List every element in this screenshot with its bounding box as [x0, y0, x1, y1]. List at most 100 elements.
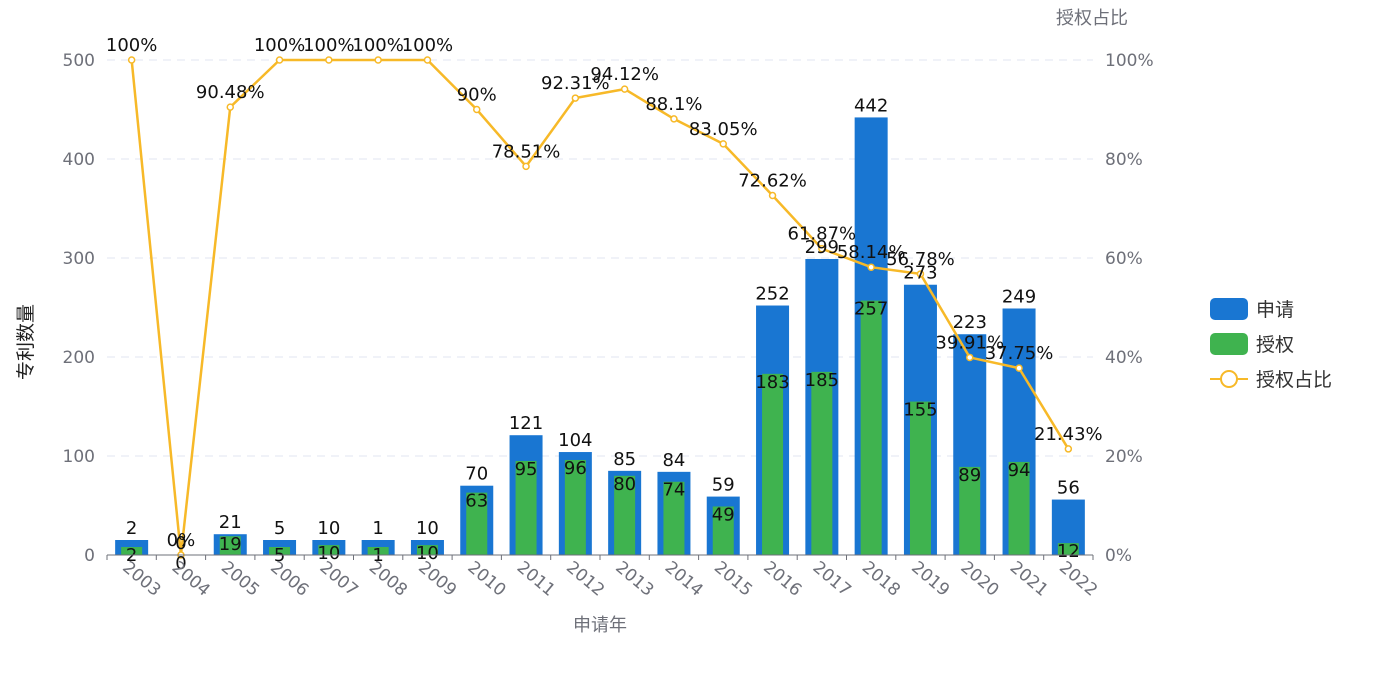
label-ratio: 0%: [167, 530, 196, 551]
label-ratio: 100%: [106, 35, 157, 56]
bar-grant: [515, 460, 537, 555]
y-tick-label: 500: [63, 51, 95, 71]
bar-grant: [1008, 461, 1030, 555]
label-ratio: 100%: [254, 35, 305, 56]
label-grant: 10: [416, 543, 439, 564]
label-apply: 10: [317, 518, 340, 539]
x-tick-label: 2017: [809, 558, 855, 601]
x-tick-label: 2013: [611, 558, 657, 601]
label-apply: 84: [662, 450, 685, 471]
label-apply: 21: [219, 512, 242, 533]
ratio-point: [571, 94, 580, 102]
y2-tick-label: 0%: [1105, 546, 1132, 566]
ratio-point: [1064, 445, 1073, 453]
label-ratio: 100%: [352, 35, 403, 56]
y2-axis-title: 授权占比: [1056, 8, 1128, 29]
x-tick-label: 2022: [1055, 558, 1101, 601]
label-ratio: 21.43%: [1034, 424, 1103, 445]
label-ratio: 94.12%: [590, 64, 659, 85]
label-grant: 96: [564, 458, 587, 479]
ratio-point: [374, 56, 382, 64]
ratio-point: [916, 270, 925, 278]
label-ratio: 100%: [402, 35, 453, 56]
ratio-point: [966, 353, 974, 362]
label-grant: 49: [712, 504, 735, 525]
legend-swatch-grant: [1210, 333, 1248, 355]
ratio-point: [768, 191, 777, 200]
label-grant: 12: [1057, 541, 1080, 562]
label-grant: 89: [958, 465, 981, 486]
x-tick-label: 2021: [1006, 558, 1052, 601]
legend-marker-ratio: [1220, 370, 1238, 388]
y-tick-label: 0: [84, 546, 95, 566]
legend-item-apply[interactable]: 申请: [1210, 298, 1294, 321]
bar-grant: [416, 545, 438, 555]
ratio-point: [1015, 364, 1023, 372]
bar-layer: [115, 117, 1085, 556]
y-tick-label: 300: [63, 249, 95, 269]
x-tick-label: 2020: [957, 558, 1003, 601]
label-apply: 70: [465, 464, 488, 485]
x-tick-label: 2004: [168, 558, 214, 601]
bar-grant: [564, 459, 586, 555]
label-apply: 104: [558, 430, 592, 451]
label-layer: 2 0 21 5 10 1 10 70 121 104 85 84 59 252 299 442 273 223 2…: [106, 35, 1103, 574]
label-ratio: 83.05%: [689, 119, 758, 140]
label-ratio: 61.87%: [788, 224, 857, 245]
y-tick-label: 200: [63, 348, 95, 368]
line-layer: [127, 56, 1073, 559]
ratio-line: [130, 58, 1070, 556]
label-apply: 273: [903, 263, 937, 284]
label-ratio: 100%: [303, 35, 354, 56]
bar-grant: [909, 401, 931, 555]
label-apply: 249: [1002, 286, 1036, 307]
y2-tick-label: 60%: [1105, 249, 1143, 269]
legend-item-ratio[interactable]: 授权占比: [1210, 369, 1332, 391]
label-apply: 85: [613, 449, 636, 470]
ratio-point: [275, 56, 284, 64]
ratio-point: [127, 56, 136, 64]
bar-grant: [269, 547, 291, 555]
label-ratio: 72.62%: [738, 171, 807, 192]
ratio-point: [818, 244, 826, 253]
label-grant: 155: [903, 400, 937, 421]
label-grant: 0: [175, 553, 186, 574]
grid-layer: [107, 59, 1093, 457]
legend-item-grant[interactable]: 授权: [1210, 333, 1294, 356]
ratio-point: [620, 85, 629, 93]
label-grant: 183: [755, 372, 789, 393]
ratio-point: [226, 103, 234, 111]
y2-tick-label: 80%: [1105, 150, 1143, 170]
legend-label-grant: 授权: [1256, 334, 1294, 356]
label-ratio: 39.91%: [935, 332, 1004, 353]
label-apply: 121: [509, 413, 543, 434]
label-ratio: 58.14%: [837, 242, 906, 263]
label-grant: 185: [805, 370, 839, 391]
y2-tick-label: 40%: [1105, 348, 1143, 368]
label-apply: 56: [1057, 478, 1080, 499]
label-apply: 10: [416, 518, 439, 539]
x-tick-label: 2008: [365, 558, 411, 601]
bar-grant: [466, 492, 488, 555]
bar-grant: [663, 481, 685, 555]
label-grant: 95: [515, 459, 538, 480]
label-grant: 94: [1008, 460, 1031, 481]
x-tick-label: 2015: [710, 558, 756, 601]
bar-grant: [367, 547, 389, 555]
bar-grant: [318, 545, 340, 555]
x-tick-label: 2016: [759, 558, 805, 601]
bar-grant: [121, 547, 143, 555]
ratio-point: [522, 162, 530, 171]
label-ratio: 56.78%: [886, 249, 955, 270]
label-apply: 442: [854, 95, 888, 116]
label-apply: 252: [755, 284, 789, 305]
x-tick-label: 2014: [661, 558, 707, 601]
label-apply: 5: [274, 518, 285, 539]
bar-grant: [712, 506, 734, 555]
label-grant: 19: [219, 534, 242, 555]
label-grant: 63: [465, 491, 488, 512]
x-tick-label: 2003: [118, 558, 164, 601]
y-tick-label: 400: [63, 150, 95, 170]
